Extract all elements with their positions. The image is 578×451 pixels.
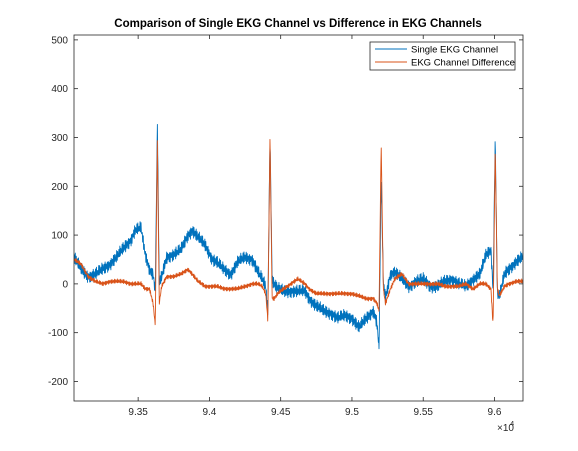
x-tick-label: 9.5 [345, 407, 359, 418]
x-exponent-power: 4 [510, 419, 514, 428]
plot-area: 9.35 9.4 9.45 9.5 9.55 9.6 -200 -100 0 100 200 300… [48, 34, 524, 418]
y-tick-label: 200 [51, 182, 68, 193]
x-tick-label: 9.55 [413, 407, 433, 418]
x-axis-exponent: ×10 4 [497, 419, 514, 434]
y-tick-label: 100 [51, 231, 68, 242]
y-tick-label: -200 [48, 377, 68, 388]
series-line-single-ekg [74, 123, 523, 350]
chart-title: Comparison of Single EKG Channel vs Diff… [114, 18, 481, 30]
series-layer [74, 123, 523, 350]
axes-box [73, 34, 524, 402]
axes-background [74, 35, 523, 401]
y-tick-label: 300 [51, 133, 68, 144]
y-axis: -200 -100 0 100 200 300 400 500 [48, 35, 523, 388]
x-exponent-base: ×10 [497, 423, 514, 434]
y-tick-label: 400 [51, 84, 68, 95]
legend-box [369, 41, 516, 71]
legend-label-ekg-difference: EKG Channel Difference [411, 58, 515, 69]
x-tick-label: 9.4 [202, 407, 216, 418]
x-tick-label: 9.35 [128, 407, 148, 418]
legend[interactable]: Single EKG Channel EKG Channel Differenc… [369, 41, 516, 71]
x-tick-label: 9.6 [488, 407, 502, 418]
y-tick-label: 500 [51, 35, 68, 46]
y-tick-label: 0 [62, 279, 68, 290]
x-axis: 9.35 9.4 9.45 9.5 9.55 9.6 [128, 35, 502, 418]
x-tick-label: 9.45 [271, 407, 291, 418]
legend-label-single-ekg: Single EKG Channel [411, 45, 498, 56]
y-tick-label: -100 [48, 328, 68, 339]
series-line-ekg-difference [74, 139, 523, 326]
